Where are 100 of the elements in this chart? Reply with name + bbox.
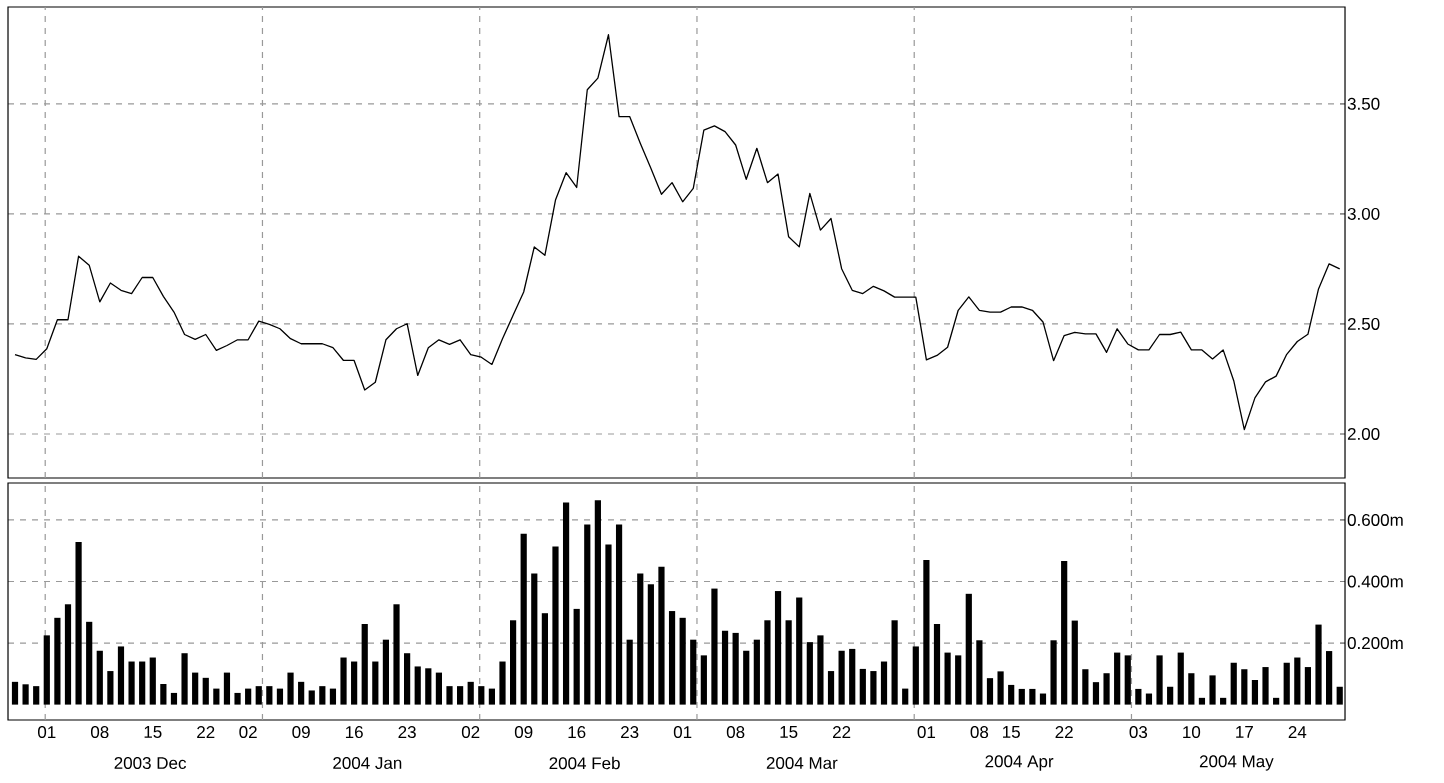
bar: [1326, 651, 1333, 705]
bar: [54, 617, 61, 705]
bar: [22, 684, 29, 705]
bar: [774, 591, 782, 705]
bar: [404, 653, 411, 705]
bar: [499, 661, 506, 705]
bar: [711, 588, 718, 705]
bar: [944, 652, 951, 705]
x-tick-label: 08: [726, 726, 745, 739]
bar: [1177, 652, 1184, 705]
text: 2004 May: [1199, 755, 1274, 771]
bar: [181, 653, 188, 705]
bar: [1230, 662, 1237, 705]
bar: [902, 688, 909, 705]
bar: [1124, 655, 1131, 705]
bar: [160, 683, 167, 705]
x-tick-label: 01: [673, 726, 692, 739]
bar: [1209, 675, 1216, 705]
bar: [1145, 693, 1153, 705]
bar: [965, 593, 972, 705]
bar: [647, 584, 654, 705]
bar: [1061, 560, 1068, 705]
bar: [827, 671, 835, 705]
bar: [1082, 669, 1089, 705]
bar: [467, 681, 474, 705]
x-tick-label: 17: [1236, 726, 1253, 738]
bar: [1114, 652, 1121, 705]
bar: [149, 657, 156, 705]
bar: [1167, 686, 1174, 705]
bar: [128, 661, 135, 705]
bar: [1315, 624, 1322, 705]
bar: [414, 666, 421, 705]
bar: [1251, 679, 1259, 705]
bar: [86, 621, 93, 705]
bar: [637, 573, 644, 705]
x-tick-label: 15: [780, 726, 798, 738]
x-tick-label: 16: [568, 726, 586, 739]
bar: [1198, 697, 1206, 705]
bar: [1283, 662, 1290, 705]
bar: [732, 632, 739, 705]
bar: [1336, 686, 1343, 705]
bar: [573, 608, 580, 705]
x-tick-label: 24: [1288, 726, 1307, 738]
bar: [43, 635, 50, 705]
bar: [382, 639, 390, 705]
bar: [170, 692, 178, 705]
bar: [478, 686, 485, 705]
y-tick-label: 3.00: [1347, 207, 1380, 220]
bar: [11, 681, 19, 705]
bar: [891, 620, 898, 705]
bar: [997, 671, 1004, 705]
bar: [287, 672, 294, 705]
bar: [1135, 688, 1142, 705]
bar: [1304, 667, 1312, 705]
bar: [255, 686, 262, 705]
bar: [372, 661, 379, 705]
bar: [1273, 697, 1280, 705]
bar: [668, 611, 676, 705]
bar: [849, 648, 856, 705]
bar: [626, 639, 633, 705]
x-tick-label: 01: [38, 726, 56, 739]
bar: [298, 681, 305, 705]
bar: [192, 672, 199, 705]
bar: [955, 655, 962, 705]
bar: [351, 661, 358, 705]
bar: [1029, 688, 1036, 705]
bar: [488, 688, 495, 705]
x-tick-label: 22: [833, 726, 851, 738]
bar: [266, 686, 273, 705]
y-tick-label: 0.400m: [1347, 575, 1403, 588]
bar: [658, 566, 665, 705]
bar: [552, 546, 559, 705]
x-tick-label: 15: [1003, 726, 1020, 738]
text: 2004 Feb: [549, 756, 620, 770]
x-tick-label: 10: [1183, 726, 1201, 739]
text: 2004 Mar: [766, 757, 838, 770]
bar: [1220, 697, 1227, 705]
bar: [753, 639, 760, 705]
bar: [1008, 684, 1015, 705]
x-tick-label: 22: [197, 726, 215, 738]
bar: [817, 635, 824, 705]
bar: [96, 650, 103, 705]
bar: [615, 524, 623, 705]
x-tick-label: 08: [90, 726, 109, 739]
bar: [425, 668, 432, 705]
bar: [329, 688, 337, 705]
x-tick-label: 02: [239, 726, 257, 739]
bar: [1188, 673, 1195, 705]
bar: [1018, 688, 1025, 705]
x-tick-label: 23: [398, 726, 416, 739]
bar: [1156, 655, 1163, 705]
text: 2004 Jan: [333, 757, 402, 770]
bar: [923, 559, 930, 705]
bar: [510, 620, 517, 705]
bar: [308, 690, 315, 705]
bar: [1050, 640, 1057, 705]
bar: [139, 661, 146, 705]
x-tick-label: 22: [1055, 726, 1073, 738]
bar: [700, 655, 707, 705]
bar: [912, 646, 919, 705]
